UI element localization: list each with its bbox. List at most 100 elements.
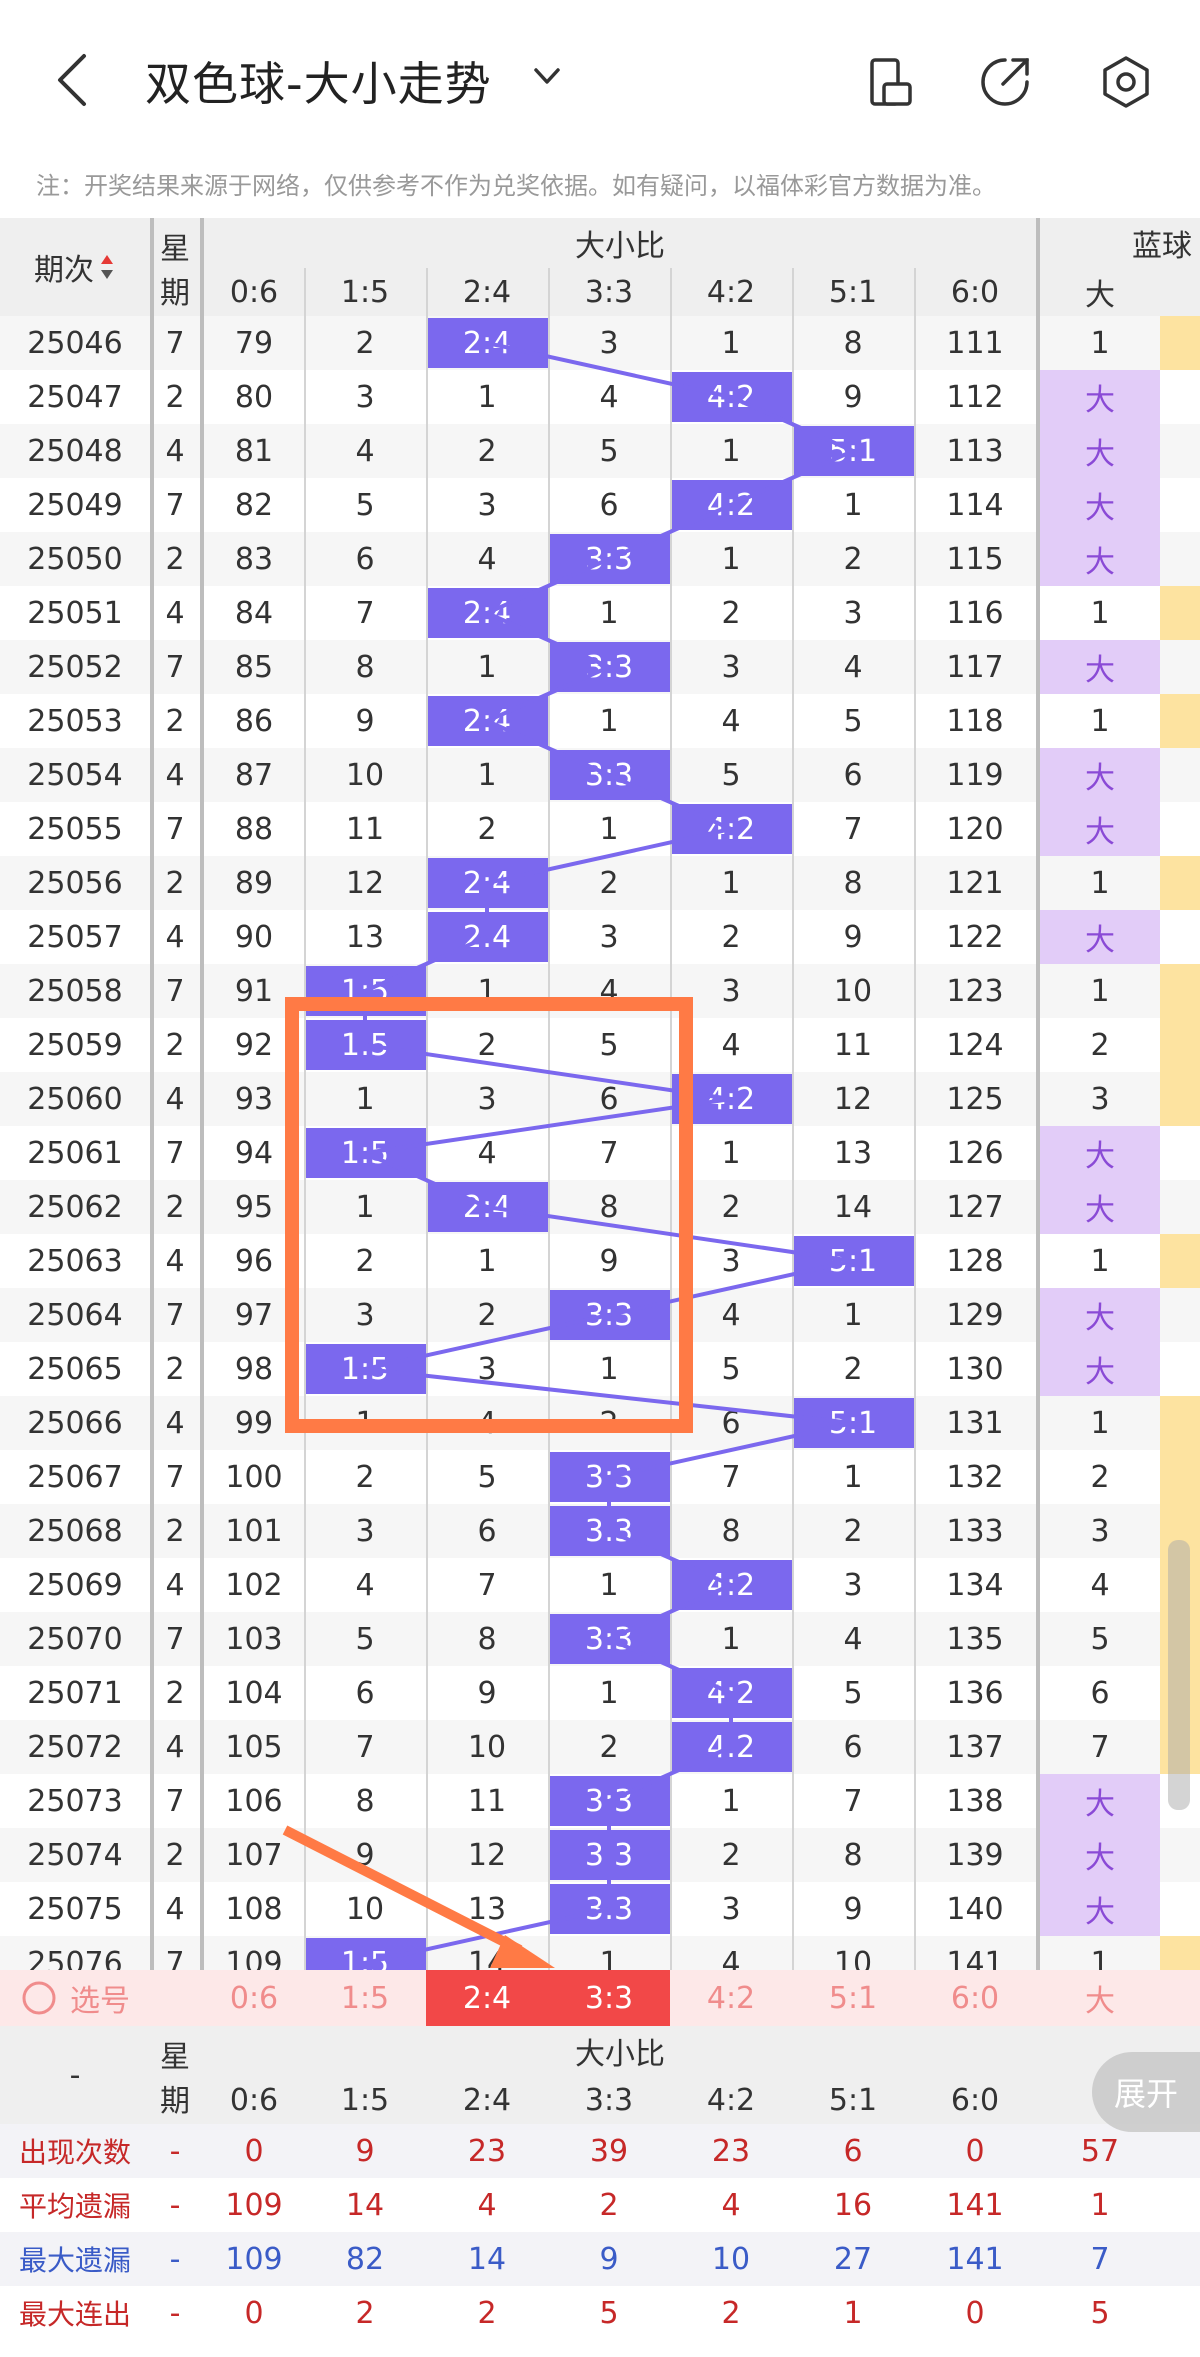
issue-header[interactable]: 期次 — [0, 218, 150, 316]
miss-count-cell: 4 — [721, 1297, 741, 1333]
select-blue-big[interactable]: 大 — [1085, 1984, 1115, 2019]
stats-value-cell: 16 — [833, 2187, 873, 2223]
select-toggle[interactable]: 选号 — [0, 1970, 150, 2026]
miss-count-cell: 91 — [234, 973, 274, 1009]
select-ratio-option[interactable]: 3:3 — [548, 1970, 670, 2026]
table-row[interactable]: 25055 7 88 11 2 1 4:2 7 120 大 — [0, 802, 1200, 856]
miss-count-cell: 9 — [843, 919, 863, 955]
blue-small-marker — [1160, 964, 1200, 1018]
table-row[interactable]: 25051 4 84 7 2:4 1 2 3 116 1 — [0, 586, 1200, 640]
week-cell: 7 — [165, 1783, 185, 1819]
table-row[interactable]: 25074 2 107 9 12 3:3 2 8 139 大 — [0, 1828, 1200, 1882]
stats-value-cell: 1 — [843, 2295, 863, 2331]
week-cell: 7 — [165, 325, 185, 361]
miss-count-cell: 2 — [477, 433, 497, 469]
table-row[interactable]: 250677100253:3711322 — [0, 1450, 1200, 1504]
week-cell: 4 — [165, 433, 185, 469]
blue-big-cell: 大 — [1040, 478, 1160, 532]
stats-col-header: 6:0 — [950, 2082, 1000, 2118]
blue-miss-cell: 1 — [1090, 973, 1110, 1009]
miss-count-cell: 115 — [946, 541, 1004, 577]
issue-cell: 25052 — [27, 649, 123, 685]
miss-count-cell: 96 — [234, 1243, 274, 1279]
week-cell: 7 — [165, 811, 185, 847]
miss-count-cell: 86 — [234, 703, 274, 739]
blue-big-header: 大 — [1085, 278, 1115, 313]
miss-count-cell: 4 — [355, 1567, 375, 1603]
miss-count-cell: 1 — [599, 595, 619, 631]
blue-small-marker — [1160, 856, 1200, 910]
miss-count-cell: 12 — [345, 865, 385, 901]
miss-count-cell: 125 — [946, 1081, 1004, 1117]
miss-count-cell: 88 — [234, 811, 274, 847]
select-ratio-option[interactable]: 1:5 — [340, 1980, 390, 2016]
chevron-down-icon[interactable] — [530, 62, 564, 90]
week-cell: 2 — [165, 1513, 185, 1549]
miss-count-cell: 3 — [721, 973, 741, 1009]
miss-count-cell: 2 — [721, 1189, 741, 1225]
issue-cell: 25048 — [27, 433, 123, 469]
table-row[interactable]: 25065 2 98 1:5 3 1 5 2 130 大 — [0, 1342, 1200, 1396]
miss-count-cell: 6 — [355, 1675, 375, 1711]
select-ratio-option[interactable]: 2:4 — [426, 1970, 548, 2026]
stats-value-cell: 82 — [345, 2241, 385, 2277]
week-cell: 2 — [165, 1837, 185, 1873]
miss-count-cell: 11 — [833, 1027, 873, 1063]
miss-count-cell: 8 — [355, 1783, 375, 1819]
select-ratio-option[interactable]: 4:2 — [706, 1980, 756, 2016]
stats-col-header: 1:5 — [340, 2082, 390, 2118]
miss-count-cell: 9 — [599, 1243, 619, 1279]
miss-count-cell: 8 — [599, 1189, 619, 1225]
miss-count-cell: 1 — [721, 1783, 741, 1819]
stats-row: 最大遗漏 - 109 82 14 9 10 27 141 7 — [0, 2232, 1200, 2286]
trend-line — [486, 827, 732, 885]
miss-count-cell: 1 — [721, 865, 741, 901]
select-ratio-option[interactable]: 0:6 — [229, 1980, 279, 2016]
annotation-arrow — [282, 1825, 523, 1955]
back-arrow-icon[interactable] — [48, 48, 100, 112]
table-row[interactable]: 2507371068113:317138大 — [0, 1774, 1200, 1828]
issue-cell: 25068 — [27, 1513, 123, 1549]
select-label: 选号 — [70, 1984, 130, 2019]
miss-count-cell: 3 — [721, 1891, 741, 1927]
landscape-rotate-icon[interactable] — [860, 52, 920, 112]
issue-cell: 25056 — [27, 865, 123, 901]
share-icon[interactable] — [975, 52, 1035, 112]
select-ratio-option[interactable]: 5:1 — [828, 1980, 878, 2016]
select-ratio-option[interactable]: 6:0 — [950, 1980, 1000, 2016]
miss-count-cell: 5 — [599, 1027, 619, 1063]
stats-col-header: 2:4 — [462, 2082, 512, 2118]
miss-count-cell: 129 — [946, 1297, 1004, 1333]
trend-line — [608, 1745, 732, 1803]
expand-button[interactable]: 展开 — [1092, 2052, 1200, 2132]
trend-line — [608, 503, 732, 561]
settings-gear-icon[interactable] — [1096, 52, 1156, 112]
table-row[interactable]: 25057490132:4329122大 — [0, 910, 1200, 964]
grid-line — [792, 268, 794, 1970]
miss-count-cell: 13 — [345, 919, 385, 955]
trend-line — [364, 935, 488, 993]
issue-cell: 25070 — [27, 1621, 123, 1657]
scrollbar[interactable] — [1168, 1540, 1190, 1810]
miss-count-cell: 133 — [946, 1513, 1004, 1549]
blue-miss-cell: 1 — [1090, 595, 1110, 631]
grid-line — [548, 268, 550, 1970]
miss-count-cell: 3 — [477, 487, 497, 523]
ratio-col-header: 0:6 — [229, 274, 279, 310]
stats-value-cell: 0 — [965, 2295, 985, 2331]
table-row[interactable]: 25047 2 80 3 1 4 4:2 9 112 大 — [0, 370, 1200, 424]
issue-cell: 25063 — [27, 1243, 123, 1279]
stats-row: 最大连出 - 0 2 2 5 2 1 0 5 — [0, 2286, 1200, 2340]
table-row[interactable]: 25053 2 86 9 2:4 1 4 5 118 1 — [0, 694, 1200, 748]
issue-cell: 25064 — [27, 1297, 123, 1333]
page-title[interactable]: 双色球-大小走势 — [145, 57, 492, 111]
miss-count-cell: 4 — [843, 1621, 863, 1657]
table-row[interactable]: 25063 4 96 2 1 9 3 5:1 128 1 — [0, 1234, 1200, 1288]
miss-count-cell: 9 — [477, 1675, 497, 1711]
blue-miss-cell: 2 — [1090, 1027, 1110, 1063]
blue-big-cell: 大 — [1040, 1126, 1160, 1180]
trend-line — [608, 1637, 732, 1695]
miss-count-cell: 8 — [355, 649, 375, 685]
week-cell: 2 — [165, 1189, 185, 1225]
